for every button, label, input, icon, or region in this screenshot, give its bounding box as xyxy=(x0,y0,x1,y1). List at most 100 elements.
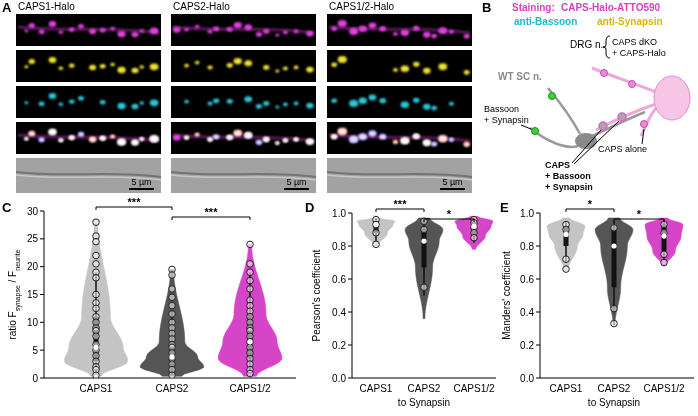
tick-label: 10 xyxy=(27,317,39,328)
tick-label: 0.2 xyxy=(520,340,534,351)
scale-bar-label: 5 µm xyxy=(131,177,151,187)
punctum xyxy=(227,135,233,140)
punctum xyxy=(379,134,386,139)
punctum xyxy=(100,136,106,141)
punctum xyxy=(69,99,75,103)
punctum xyxy=(49,129,57,135)
significance-label: *** xyxy=(128,196,142,208)
data-point xyxy=(93,219,100,226)
punctum xyxy=(431,142,437,146)
punctum xyxy=(69,135,75,139)
axis-title-part: / F xyxy=(7,271,18,285)
tick xyxy=(40,266,44,267)
micrograph-row xyxy=(327,122,472,154)
punctum xyxy=(110,135,115,139)
punctum xyxy=(227,99,233,104)
punctum xyxy=(139,65,144,69)
wt-neurite xyxy=(592,112,645,136)
punctum xyxy=(368,22,376,28)
iqr-box xyxy=(422,230,427,268)
tick xyxy=(536,378,540,379)
punctum xyxy=(184,64,189,68)
tick xyxy=(40,322,44,323)
wt-neurite xyxy=(530,128,578,147)
punctum xyxy=(117,139,125,145)
punctum xyxy=(139,137,144,141)
punctum xyxy=(413,134,420,139)
data-point xyxy=(421,284,428,291)
scale-bar-label: 5 µm xyxy=(442,177,462,187)
caps-bassoon-synapsin-dot xyxy=(618,113,626,121)
punctum xyxy=(331,135,337,140)
punctum xyxy=(244,96,252,102)
iqr-box xyxy=(662,225,667,251)
punctum xyxy=(283,138,288,142)
punctum xyxy=(173,27,181,33)
caps-alone-dot xyxy=(641,121,648,128)
punctum xyxy=(449,138,454,142)
punctum xyxy=(379,134,386,139)
punctum xyxy=(306,67,313,73)
data-point xyxy=(93,333,100,340)
punctum xyxy=(139,29,144,33)
micrograph-row xyxy=(16,14,161,46)
micrograph-row xyxy=(171,50,316,82)
punctum xyxy=(59,102,64,106)
punctum xyxy=(413,134,420,139)
category-label: CAPS1/2 xyxy=(229,383,271,394)
tick xyxy=(40,294,44,295)
neurite xyxy=(173,27,314,33)
punctum xyxy=(213,98,219,103)
punctum xyxy=(331,27,337,32)
tick-label: 15 xyxy=(27,289,39,300)
punctum xyxy=(29,131,36,136)
punctum xyxy=(393,32,398,36)
punctum xyxy=(256,104,262,109)
median xyxy=(471,224,476,229)
punctum xyxy=(464,70,470,75)
data-point xyxy=(247,370,254,377)
annotation: Bassoon xyxy=(484,104,519,114)
punctum xyxy=(294,138,299,142)
arrow xyxy=(572,130,601,163)
punctum xyxy=(275,69,279,72)
punctum xyxy=(132,104,139,109)
punctum xyxy=(263,137,269,142)
annotation: CAPS xyxy=(545,160,570,170)
punctum xyxy=(438,63,447,70)
punctum xyxy=(244,132,252,138)
micrograph-row xyxy=(327,50,472,82)
median xyxy=(169,354,174,359)
annotation: + Bassoon xyxy=(545,171,591,181)
tick-label: 0.8 xyxy=(332,241,346,252)
median xyxy=(661,234,666,239)
axis-title-part: synapse xyxy=(14,285,22,311)
punctum xyxy=(100,136,106,141)
tick-label: 0.6 xyxy=(332,274,346,285)
punctum xyxy=(132,140,139,145)
tick-label: 0.0 xyxy=(332,373,346,384)
punctum xyxy=(132,68,139,73)
punctum xyxy=(294,138,299,142)
tick-label: 0 xyxy=(32,373,38,384)
data-point xyxy=(563,226,570,233)
punctum xyxy=(24,137,28,140)
punctum xyxy=(244,132,252,138)
punctum xyxy=(431,142,437,146)
violin xyxy=(64,219,128,376)
tick-label: 0.4 xyxy=(520,307,534,318)
data-point xyxy=(93,238,100,245)
axis-title-part: neurite xyxy=(14,249,21,271)
tick-label: 30 xyxy=(27,206,39,217)
iqr-box xyxy=(170,342,175,367)
figure: ACAPS1-Halo5 µmCAPS2-Halo5 µmCAPS1/2-Hal… xyxy=(0,0,698,416)
punctum xyxy=(117,103,125,109)
punctum xyxy=(78,132,84,137)
punctum xyxy=(306,103,313,109)
punctum xyxy=(438,135,447,142)
punctum xyxy=(359,98,367,104)
punctum xyxy=(338,56,347,63)
punctum xyxy=(39,137,45,142)
data-point xyxy=(563,256,570,263)
violin xyxy=(645,218,683,266)
